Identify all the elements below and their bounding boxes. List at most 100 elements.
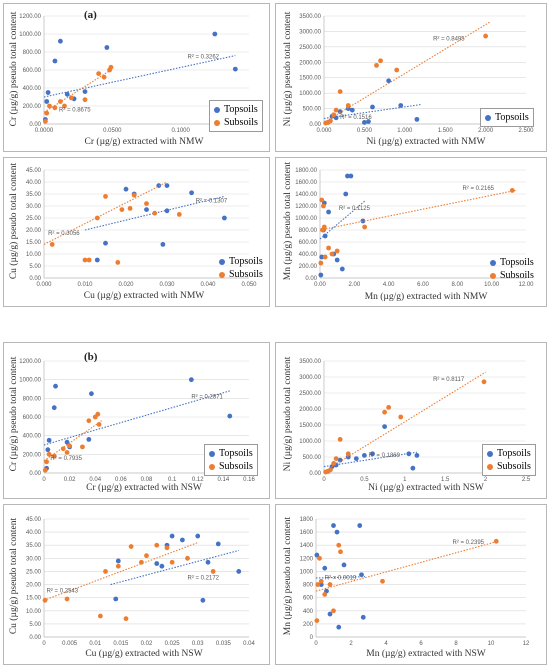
legend-label-subsoils: Subsoils [229, 269, 263, 280]
data-point-topsoils [326, 209, 331, 215]
data-point-subsoils [127, 206, 133, 211]
data-point-topsoils [236, 569, 242, 574]
y-tick-label: 1000.00 [19, 378, 41, 384]
data-point-subsoils [144, 553, 149, 559]
subsoils-marker-icon [209, 463, 215, 470]
data-point-topsoils [406, 451, 412, 457]
data-point-topsoils [327, 611, 333, 617]
x-tick-label: 0.04 [89, 477, 101, 483]
x-tick-label: 8 [454, 641, 458, 647]
data-point-subsoils [64, 596, 70, 602]
data-point-subsoils [338, 549, 343, 555]
y-tick-label: 1200 [300, 556, 314, 562]
legend-item-subsoils: Subsoils [490, 269, 534, 282]
legend-label-topsoils: Topsoils [219, 448, 253, 459]
y-tick-label: 0.00 [29, 122, 41, 128]
panel-letter-b: (b) [84, 351, 98, 363]
legend-item-subsoils: Subsoils [214, 116, 258, 129]
y-tick-label: 2000.00 [299, 407, 321, 413]
data-point-subsoils [62, 103, 67, 109]
y-tick-label: 1200.00 [19, 359, 41, 365]
y-axis-label-a-mn: Mn (µg/g) pseudo total content [283, 161, 293, 281]
data-point-topsoils [123, 186, 129, 192]
y-tick-label: 1600.00 [295, 180, 317, 186]
chart-svg-b-mn: 0 200 400 600 800 1000 1200 1400 1600 1800 0 2 4 6 8 10… [300, 517, 530, 647]
data-point-topsoils [189, 190, 195, 196]
data-point-topsoils [382, 424, 387, 429]
data-point-topsoils [370, 104, 375, 110]
data-point-topsoils [331, 523, 336, 528]
r-squared-label-subsoils: R² = 0.2165 [462, 186, 494, 192]
data-point-subsoils [42, 467, 48, 473]
y-tick-label: 1000.00 [299, 91, 321, 97]
data-point-topsoils [349, 107, 355, 113]
data-point-topsoils [345, 173, 350, 179]
data-point-subsoils [128, 544, 134, 549]
y-tick-label: 35.00 [26, 192, 42, 198]
x-tick-label: 0.02 [141, 641, 153, 647]
data-point-topsoils [103, 240, 108, 246]
data-point-topsoils [188, 377, 194, 383]
y-tick-label: 3000.00 [299, 375, 321, 381]
legend-label-topsoils: Topsoils [224, 104, 258, 115]
data-point-subsoils [315, 582, 321, 587]
data-point-subsoils [82, 97, 88, 103]
r-squared-label-topsoils: R² = 0.2172 [188, 575, 220, 581]
data-point-subsoils [362, 224, 368, 230]
data-point-subsoils [49, 242, 55, 247]
data-point-topsoils [45, 447, 51, 453]
y-tick-label: 45.00 [26, 168, 42, 174]
chart-svg-b-cr: 0.00 200.00 400.00 600.00 800.00 1000.00 1200.… [19, 359, 255, 483]
data-point-subsoils [115, 563, 121, 569]
x-tick-label: 0 [314, 641, 318, 647]
y-axis-label-b-cu: Cu (µg/g) pseudo total content [9, 517, 19, 635]
legend-b-cr: Topsoils Subsoils [204, 444, 258, 476]
x-tick-label: 4.00 [383, 282, 395, 288]
x-tick-label: 0.000 [316, 128, 332, 134]
data-point-topsoils [45, 90, 51, 95]
y-tick-label: 600 [303, 596, 314, 602]
data-point-subsoils [331, 461, 337, 466]
trendline-topsoils [43, 390, 230, 446]
data-point-topsoils [200, 597, 206, 603]
trendline-topsoils [323, 104, 422, 119]
data-point-subsoils [318, 578, 324, 584]
data-point-subsoils [58, 99, 63, 104]
data-point-subsoils [345, 451, 351, 457]
r-squared-label-subsoils: R² = 0.2543 [47, 588, 79, 594]
data-point-topsoils [370, 451, 375, 457]
data-point-topsoils [160, 242, 166, 247]
y-tick-label: 1000.00 [295, 216, 317, 222]
x-tick-label: 1 [403, 477, 407, 483]
data-point-topsoils [113, 596, 119, 602]
data-point-topsoils [89, 391, 94, 397]
legend-item-subsoils: Subsoils [219, 268, 263, 281]
data-point-subsoils [321, 203, 326, 209]
data-point-subsoils [169, 559, 175, 565]
legend-label-subsoils: Subsoils [497, 461, 531, 472]
y-tick-label: 0.00 [29, 635, 41, 641]
y-tick-label: 1800 [300, 517, 314, 523]
data-point-subsoils [328, 467, 333, 473]
data-point-topsoils [353, 456, 359, 461]
legend-item-subsoils: Subsoils [487, 460, 531, 473]
trendline-subsoils [319, 189, 516, 231]
y-tick-label: 0.00 [305, 276, 317, 282]
x-tick-label: 0.005 [62, 641, 78, 647]
data-point-topsoils [51, 405, 57, 411]
x-tick-label: 6.00 [417, 282, 429, 288]
y-tick-label: 15.00 [26, 240, 42, 246]
data-point-subsoils [210, 569, 216, 574]
legend-a-cr: Topsoils Subsoils [209, 100, 263, 132]
r-squared-label-subsoils: R² = 0.2395 [453, 540, 485, 546]
x-tick-label: 0.02 [64, 477, 76, 483]
x-tick-label: 0 [322, 477, 326, 483]
legend-item-topsoils: Topsoils [219, 255, 263, 268]
data-point-topsoils [164, 208, 170, 214]
y-tick-label: 1000.00 [299, 439, 321, 445]
data-point-topsoils [52, 58, 58, 64]
y-axis-label-a-cr: Cr (µg/g) pseudo total content [9, 11, 19, 127]
legend-item-topsoils: Topsoils [490, 256, 534, 269]
x-axis-label-a-mn: Mn (µg/g) extracted with NMW [364, 292, 488, 302]
data-point-subsoils [103, 569, 108, 574]
